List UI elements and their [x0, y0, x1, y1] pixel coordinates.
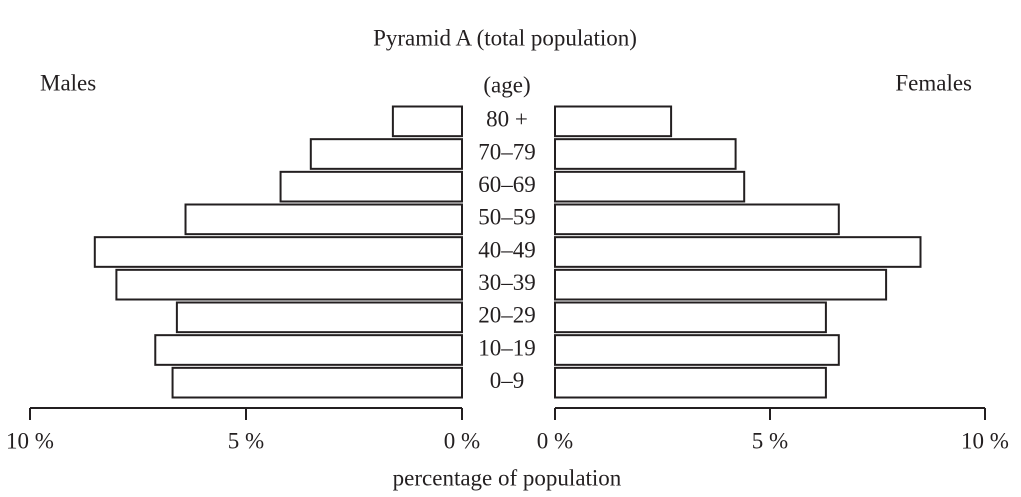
x-tick-label: 0 %: [444, 428, 480, 453]
bar: [554, 105, 673, 138]
x-tick-label: 5 %: [228, 428, 264, 453]
category-label: 20–29: [478, 303, 536, 328]
x-axis-label: percentage of population: [393, 465, 622, 490]
bar: [554, 334, 840, 366]
category-label: 40–49: [478, 237, 536, 262]
category-label: 10–19: [478, 335, 536, 360]
bar: [554, 203, 840, 236]
bar: [279, 170, 463, 203]
bar: [184, 203, 464, 236]
bar: [309, 138, 463, 170]
bar: [554, 170, 746, 203]
bar: [554, 366, 827, 399]
bar: [93, 236, 464, 268]
bar: [554, 138, 737, 170]
bar: [554, 268, 888, 301]
legend-label: Males: [40, 70, 96, 95]
bar: [175, 301, 463, 334]
category-label: 70–79: [478, 139, 536, 164]
bar: [154, 334, 463, 366]
category-axis-label: (age): [483, 72, 530, 97]
x-tick-label: 10 %: [6, 428, 54, 453]
bar: [554, 236, 922, 268]
bar: [554, 301, 827, 334]
x-tick-label: 0 %: [537, 428, 573, 453]
category-label: 80 +: [486, 107, 528, 132]
category-label: 0–9: [490, 368, 525, 393]
legend-label: Females: [895, 70, 972, 95]
category-label: 60–69: [478, 172, 536, 197]
x-tick-label: 5 %: [752, 428, 788, 453]
category-label: 30–39: [478, 270, 536, 295]
chart-title: Pyramid A (total population): [373, 25, 637, 50]
x-tick-label: 10 %: [961, 428, 1009, 453]
bar: [391, 105, 464, 138]
bar: [115, 268, 464, 301]
category-label: 50–59: [478, 205, 536, 230]
bar: [171, 366, 463, 399]
